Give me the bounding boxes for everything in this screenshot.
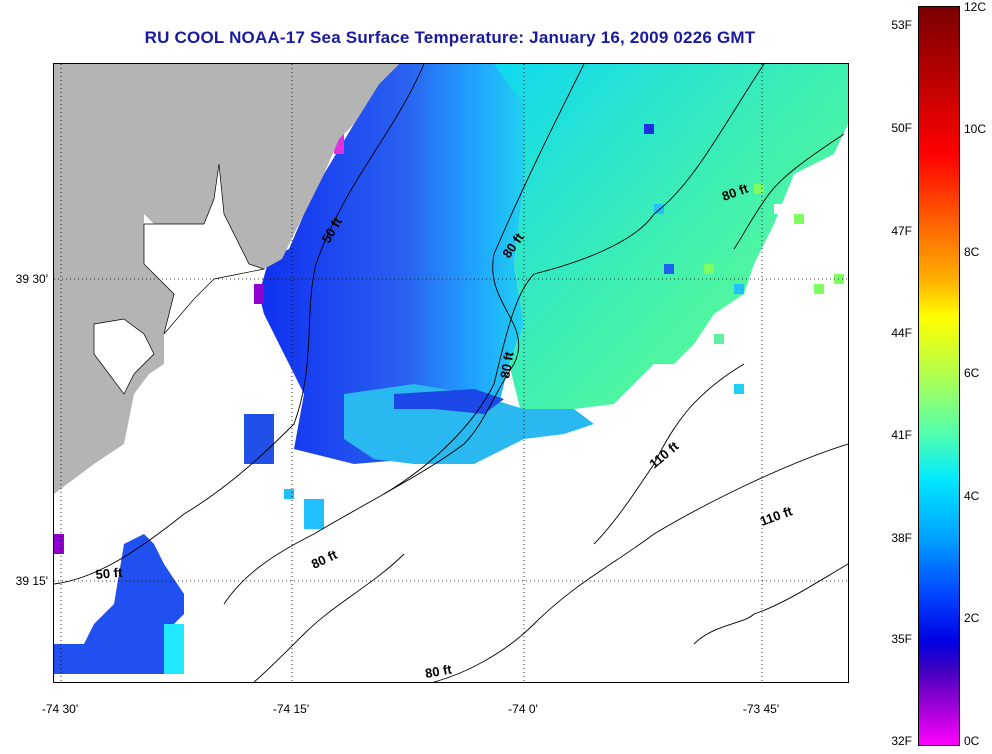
sst-nearshore-purple [254, 284, 264, 304]
celsius-label: 0C [964, 734, 980, 748]
fahrenheit-label: 32F [891, 734, 912, 748]
fahrenheit-label: 44F [891, 326, 912, 340]
celsius-label: 4C [964, 489, 980, 503]
sst-pixels [644, 124, 844, 394]
sst-map: 50 ft 80 ft 80 ft 80 ft 110 ft 110 ft 80… [53, 63, 849, 683]
isobaths [54, 64, 848, 682]
isobath-label: 80 ft [497, 350, 517, 380]
fahrenheit-label: 35F [891, 632, 912, 646]
isobath-label: 80 ft [309, 547, 340, 572]
isobath-label: 110 ft [758, 503, 795, 529]
land [54, 64, 399, 494]
isobath-label: 50 ft [95, 565, 124, 582]
inlet [93, 318, 155, 395]
temperature-colorbar [918, 6, 960, 746]
chart-title: RU COOL NOAA-17 Sea Surface Temperature:… [144, 28, 756, 47]
celsius-label: 12C [964, 0, 987, 14]
sst-shelf-dark [394, 389, 504, 414]
sst-cold-core [259, 64, 524, 464]
bay [143, 163, 266, 335]
sst-patch-a [244, 414, 274, 464]
fahrenheit-label: 50F [891, 121, 912, 135]
lon-label: -73 45' [742, 702, 780, 716]
lon-label: -74 30' [41, 702, 79, 716]
sst-sw-patch [54, 534, 184, 674]
lat-label: 39 30' [15, 272, 48, 286]
fahrenheit-label: 47F [891, 224, 912, 238]
lon-label: -74 15' [272, 702, 310, 716]
isobath-label: 110 ft [646, 438, 682, 471]
lon-label: -74 0' [508, 702, 538, 716]
celsius-label: 10C [964, 122, 987, 136]
sst-patch-c [304, 499, 324, 529]
fahrenheit-label: 38F [891, 531, 912, 545]
sst-warm-ne [494, 64, 848, 424]
lat-label: 39 15' [15, 574, 48, 588]
isobath-label: 80 ft [424, 661, 454, 681]
sst-sw-purple [54, 534, 64, 554]
fahrenheit-label: 41F [891, 428, 912, 442]
sst-patch-b [284, 489, 294, 499]
sst-sw-cyan [164, 624, 184, 674]
grid [54, 64, 848, 682]
celsius-label: 6C [964, 366, 980, 380]
celsius-label: 8C [964, 245, 980, 259]
fahrenheit-label: 53F [891, 18, 912, 32]
celsius-label: 2C [964, 611, 980, 625]
